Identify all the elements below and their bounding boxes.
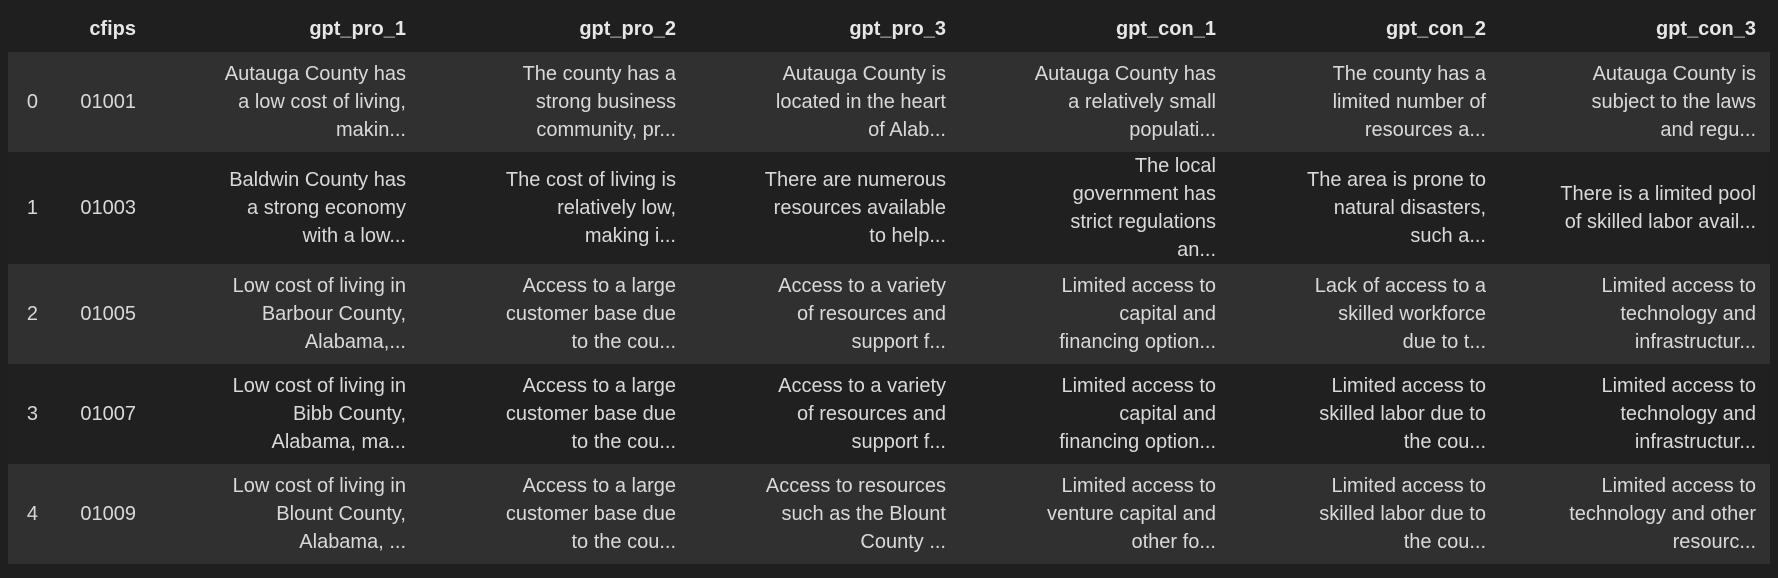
cell-gpt-con-2: Limited access to skilled labor due to t… (1230, 364, 1500, 464)
row-index: 3 (8, 364, 48, 464)
cell-gpt-con-3: Autauga County is subject to the laws an… (1500, 52, 1770, 152)
table-row: 2 01005 Low cost of living in Barbour Co… (8, 264, 1770, 364)
cell-cfips: 01005 (48, 264, 150, 364)
cell-gpt-pro-2: The county has a strong business communi… (420, 52, 690, 152)
table-row: 1 01003 Baldwin County has a strong econ… (8, 152, 1770, 264)
cell-gpt-pro-1: Baldwin County has a strong economy with… (150, 152, 420, 264)
table-row: 4 01009 Low cost of living in Blount Cou… (8, 464, 1770, 564)
cell-gpt-con-2: Lack of access to a skilled workforce du… (1230, 264, 1500, 364)
cell-gpt-pro-3: Access to a variety of resources and sup… (690, 364, 960, 464)
table-row: 3 01007 Low cost of living in Bibb Count… (8, 364, 1770, 464)
row-index: 2 (8, 264, 48, 364)
cell-gpt-pro-2: Access to a large customer base due to t… (420, 264, 690, 364)
cell-gpt-pro-3: Access to a variety of resources and sup… (690, 264, 960, 364)
header-gpt-pro-1: gpt_pro_1 (150, 6, 420, 52)
cell-gpt-con-2: Limited access to skilled labor due to t… (1230, 464, 1500, 564)
cell-gpt-con-1: Autauga County has a relatively small po… (960, 52, 1230, 152)
cell-gpt-pro-3: There are numerous resources available t… (690, 152, 960, 264)
header-gpt-con-3: gpt_con_3 (1500, 6, 1770, 52)
row-index: 4 (8, 464, 48, 564)
cell-cfips: 01003 (48, 152, 150, 264)
cell-gpt-pro-2: Access to a large customer base due to t… (420, 464, 690, 564)
header-gpt-pro-2: gpt_pro_2 (420, 6, 690, 52)
dataframe-table: cfips gpt_pro_1 gpt_pro_2 gpt_pro_3 gpt_… (8, 6, 1770, 564)
cell-gpt-con-3: Limited access to technology and other r… (1500, 464, 1770, 564)
cell-gpt-con-2: The area is prone to natural disasters, … (1230, 152, 1500, 264)
cell-cfips: 01007 (48, 364, 150, 464)
row-index: 0 (8, 52, 48, 152)
cell-gpt-con-1: Limited access to venture capital and ot… (960, 464, 1230, 564)
row-index: 1 (8, 152, 48, 264)
cell-gpt-pro-3: Autauga County is located in the heart o… (690, 52, 960, 152)
cell-cfips: 01001 (48, 52, 150, 152)
cell-cfips: 01009 (48, 464, 150, 564)
cell-gpt-pro-1: Low cost of living in Blount County, Ala… (150, 464, 420, 564)
header-gpt-pro-3: gpt_pro_3 (690, 6, 960, 52)
cell-gpt-pro-3: Access to resources such as the Blount C… (690, 464, 960, 564)
cell-gpt-con-3: Limited access to technology and infrast… (1500, 364, 1770, 464)
header-row: cfips gpt_pro_1 gpt_pro_2 gpt_pro_3 gpt_… (8, 6, 1770, 52)
table-row: 0 01001 Autauga County has a low cost of… (8, 52, 1770, 152)
cell-gpt-pro-1: Autauga County has a low cost of living,… (150, 52, 420, 152)
header-index (8, 6, 48, 52)
cell-gpt-pro-2: Access to a large customer base due to t… (420, 364, 690, 464)
cell-gpt-pro-2: The cost of living is relatively low, ma… (420, 152, 690, 264)
header-gpt-con-1: gpt_con_1 (960, 6, 1230, 52)
cell-gpt-pro-1: Low cost of living in Bibb County, Alaba… (150, 364, 420, 464)
header-cfips: cfips (48, 6, 150, 52)
cell-gpt-pro-1: Low cost of living in Barbour County, Al… (150, 264, 420, 364)
cell-gpt-con-1: Limited access to capital and financing … (960, 364, 1230, 464)
cell-gpt-con-1: Limited access to capital and financing … (960, 264, 1230, 364)
header-gpt-con-2: gpt_con_2 (1230, 6, 1500, 52)
cell-gpt-con-3: Limited access to technology and infrast… (1500, 264, 1770, 364)
cell-gpt-con-3: There is a limited pool of skilled labor… (1500, 152, 1770, 264)
cell-gpt-con-2: The county has a limited number of resou… (1230, 52, 1500, 152)
cell-gpt-con-1: The local government has strict regulati… (960, 152, 1230, 264)
